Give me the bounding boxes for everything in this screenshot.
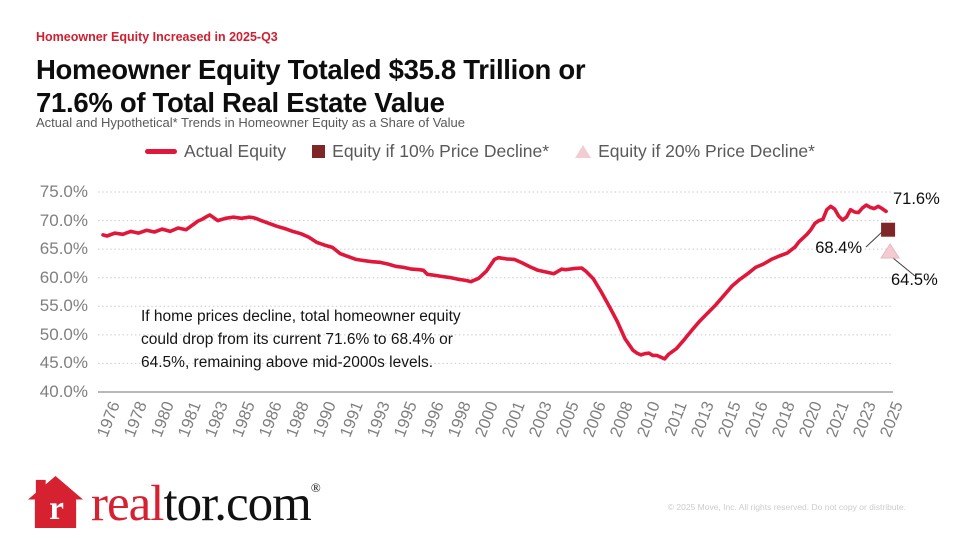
annotation-note: If home prices decline, total homeowner …: [141, 305, 461, 374]
legend-item-20pct-decline: Equity if 20% Price Decline*: [575, 141, 815, 162]
leader-line-20pct: [892, 257, 916, 277]
legend: Actual Equity Equity if 10% Price Declin…: [0, 141, 960, 162]
chart-subtitle: Actual and Hypothetical* Trends in Homeo…: [36, 115, 465, 130]
gridlines: [98, 191, 893, 393]
legend-item-actual-equity: Actual Equity: [145, 141, 286, 162]
legend-label: Equity if 20% Price Decline*: [598, 141, 815, 161]
actual-equity-line: [101, 203, 888, 361]
leader-line-10pct: [865, 231, 883, 248]
annotation-line: could drop from its current 71.6% to 68.…: [141, 331, 453, 348]
ten-pct-decline-label: 68.4%: [815, 239, 862, 257]
y-tick-label: 70.0%: [39, 210, 88, 230]
square-swatch-icon: [312, 145, 326, 158]
y-tick-label: 40.0%: [39, 382, 88, 401]
marker-20pct-triangle-icon: [880, 243, 901, 259]
svg-text:r: r: [49, 490, 64, 527]
legend-label: Actual Equity: [184, 141, 287, 161]
registered-mark: ®: [310, 480, 321, 495]
y-tick-label: 75.0%: [39, 182, 88, 201]
logo-word-real: real: [91, 476, 164, 532]
y-tick-label: 50.0%: [39, 324, 88, 344]
annotation-line: 64.5%, remaining above mid-2000s levels.: [141, 354, 434, 371]
copyright-text: © 2025 Move, Inc. All rights reserved. D…: [667, 502, 906, 512]
realtor-house-icon: r: [28, 475, 83, 529]
annotation-line: If home prices decline, total homeowner …: [141, 308, 461, 325]
title-line-1: Homeowner Equity Totaled $35.8 Trillion …: [36, 54, 586, 85]
y-tick-label: 60.0%: [39, 267, 88, 287]
page-title: Homeowner Equity Totaled $35.8 Trillion …: [36, 53, 586, 119]
scenario-markers: [880, 222, 901, 259]
y-tick-label: 55.0%: [39, 296, 88, 316]
logo-word-torcom: tor.com: [163, 476, 311, 532]
y-tick-label: 45.0%: [39, 353, 88, 373]
current-value-label: 71.6%: [893, 190, 940, 208]
logo-wordmark: realtor.com®: [91, 462, 321, 532]
realtor-logo: r realtor.com®: [28, 462, 321, 532]
twenty-pct-decline-label: 64.5%: [891, 271, 938, 289]
marker-10pct-square-icon: [881, 222, 896, 237]
kicker: Homeowner Equity Increased in 2025-Q3: [36, 30, 278, 44]
title-line-2: 71.6% of Total Real Estate Value: [36, 87, 445, 118]
legend-item-10pct-decline: Equity if 10% Price Decline*: [312, 141, 549, 162]
triangle-swatch-icon: [575, 145, 592, 158]
y-tick-label: 65.0%: [39, 239, 88, 259]
legend-label: Equity if 10% Price Decline*: [332, 141, 550, 161]
line-swatch-icon: [145, 149, 178, 154]
